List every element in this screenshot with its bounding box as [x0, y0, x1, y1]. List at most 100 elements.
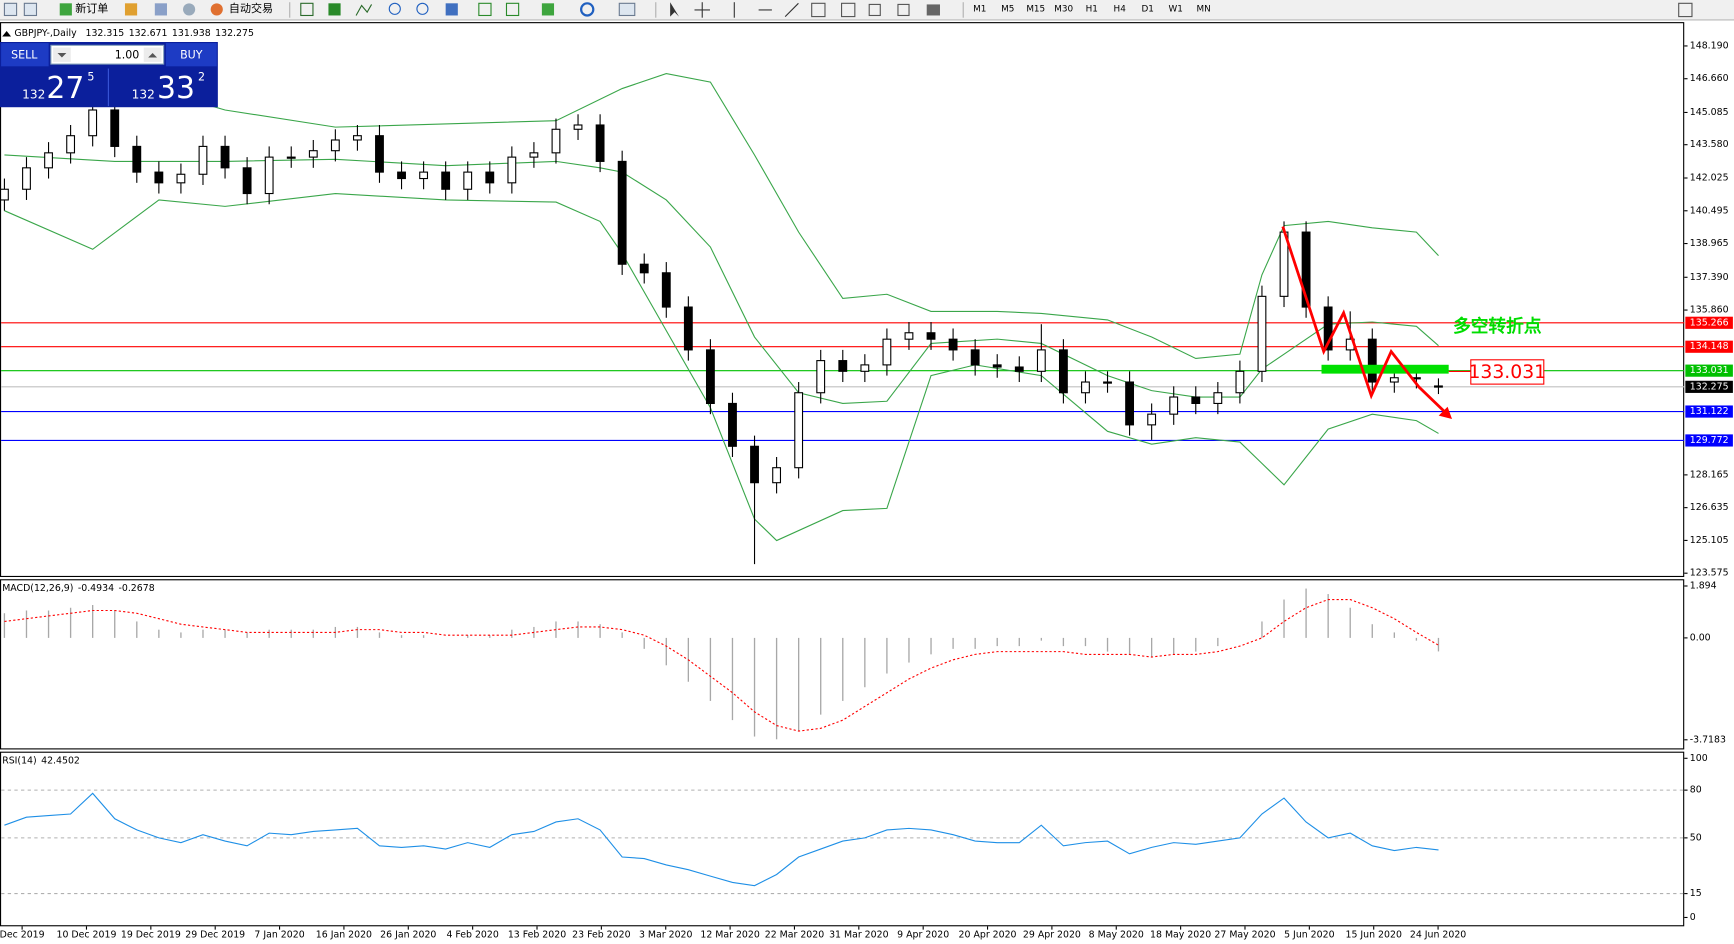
header-field: -0.2678: [118, 583, 154, 594]
tool-icon[interactable]: [926, 4, 940, 16]
x-tick-label: 27 May 2020: [1214, 930, 1275, 941]
x-tick-label: 15 Jun 2020: [1345, 930, 1401, 941]
header-field: GBPJPY-,Daily: [14, 28, 77, 39]
ask-main[interactable]: 33: [157, 71, 195, 106]
candle-body: [639, 263, 649, 274]
tool-icon[interactable]: [59, 3, 72, 16]
tool-icon[interactable]: [580, 2, 595, 17]
tool-icon[interactable]: [328, 3, 341, 16]
tool-icon[interactable]: [210, 3, 223, 16]
bid-main[interactable]: 27: [46, 71, 84, 106]
tool-icon[interactable]: [897, 3, 910, 17]
candle-body: [1014, 366, 1024, 372]
timeframe-button[interactable]: M1: [973, 4, 986, 14]
price-level-tag: [1685, 364, 1733, 377]
bollinger-band: [4, 154, 1439, 405]
bid-big[interactable]: 132: [22, 88, 45, 102]
x-tick-label: 12 Mar 2020: [700, 930, 759, 941]
candle-body: [750, 445, 759, 484]
candle-body: [926, 332, 936, 340]
timeframe-button[interactable]: M5: [1001, 4, 1014, 14]
timeframe-button[interactable]: H1: [1086, 4, 1098, 14]
tool-icon[interactable]: [505, 2, 520, 17]
timeframe-button[interactable]: H4: [1114, 4, 1127, 14]
x-tick-label: 13 Feb 2020: [508, 930, 566, 941]
tool-icon[interactable]: [300, 2, 314, 17]
auto-trade-button[interactable]: 自动交易: [229, 1, 273, 15]
sell-button[interactable]: [1, 43, 49, 67]
header-field: 132.671: [129, 28, 168, 39]
x-tick-label: 5 Jun 2020: [1284, 930, 1334, 941]
chart-header: GBPJPY-,Daily 132.315 132.671 131.938 132.27…: [14, 28, 254, 39]
price-level-tag: [1685, 405, 1733, 418]
tool-icon[interactable]: [670, 2, 680, 17]
y-tick-label: 100: [1690, 753, 1708, 764]
tool-icon[interactable]: [445, 3, 458, 16]
y-tick-label: 146.660: [1690, 73, 1729, 84]
tool-icon[interactable]: [388, 2, 401, 15]
tool-icon[interactable]: [541, 3, 555, 16]
y-tick-label: 0: [1690, 912, 1696, 923]
y-tick-label: 1.894: [1690, 580, 1717, 591]
macd-signal: [4, 599, 1439, 732]
lot-field[interactable]: [50, 44, 165, 65]
annotation-text: 多空转折点: [1453, 315, 1542, 337]
tool-icon[interactable]: [841, 2, 856, 18]
price-level-label: 135.266: [1690, 317, 1729, 328]
x-tick-label: 7 Jan 2020: [254, 930, 304, 941]
tool-icon[interactable]: [618, 2, 636, 17]
price-level-label: 134.148: [1690, 341, 1729, 352]
candle-body: [794, 392, 804, 469]
tool-icon[interactable]: [868, 3, 881, 17]
y-tick-label: 138.965: [1690, 238, 1729, 249]
candle-body: [1081, 381, 1090, 394]
buy-label[interactable]: BUY: [180, 48, 203, 61]
sell-label[interactable]: SELL: [11, 48, 38, 61]
x-tick-label: 26 Jan 2020: [380, 930, 436, 941]
x-tick-label: 31 Mar 2020: [829, 930, 888, 941]
candle-body: [595, 124, 605, 162]
arrow-head: [1438, 406, 1453, 419]
lot-value[interactable]: 1.00: [115, 48, 140, 61]
y-tick-label: 80: [1690, 785, 1702, 796]
tool-icon[interactable]: [416, 2, 429, 15]
new-order-button[interactable]: 新订单: [75, 1, 108, 15]
ask-small[interactable]: 2: [198, 70, 205, 83]
tool-icon[interactable]: [478, 2, 492, 17]
candle-body: [330, 139, 340, 152]
highlight-bar: [1321, 364, 1449, 374]
tool-icon[interactable]: [355, 4, 373, 16]
timeframe-button[interactable]: D1: [1141, 4, 1153, 14]
timeframe-button[interactable]: MN: [1197, 4, 1211, 14]
candle-body: [992, 364, 1002, 368]
y-tick-label: 128.165: [1690, 469, 1729, 480]
ask-big[interactable]: 132: [132, 88, 155, 102]
y-tick-label: 145.085: [1690, 107, 1729, 118]
candle-body: [0, 188, 9, 201]
toolbar-icons: [3, 2, 1693, 18]
tool-icon[interactable]: [124, 3, 138, 16]
callout-box: [1470, 359, 1545, 385]
candle-body: [1125, 381, 1135, 426]
candle-body: [772, 467, 782, 484]
tool-icon[interactable]: [183, 3, 196, 16]
tool-icon[interactable]: [23, 2, 38, 17]
candle-body: [397, 171, 406, 180]
bollinger-band: [4, 192, 1439, 542]
tool-icon[interactable]: [784, 2, 799, 17]
header-field: 132.275: [215, 28, 254, 39]
timeframe-button[interactable]: M30: [1054, 4, 1073, 14]
tool-icon[interactable]: [1678, 2, 1693, 18]
bid-small[interactable]: 5: [87, 70, 94, 83]
tool-icon[interactable]: [154, 3, 167, 16]
candle-body: [242, 167, 252, 195]
buy-button[interactable]: [165, 43, 217, 67]
timeframe-button[interactable]: M15: [1026, 4, 1045, 14]
x-tick-label: 29 Dec 2019: [185, 930, 245, 941]
tool-icon[interactable]: [811, 2, 826, 18]
price-level-label: 131.122: [1690, 406, 1729, 417]
tool-icon[interactable]: [3, 2, 18, 17]
timeframe-button[interactable]: W1: [1168, 4, 1182, 14]
